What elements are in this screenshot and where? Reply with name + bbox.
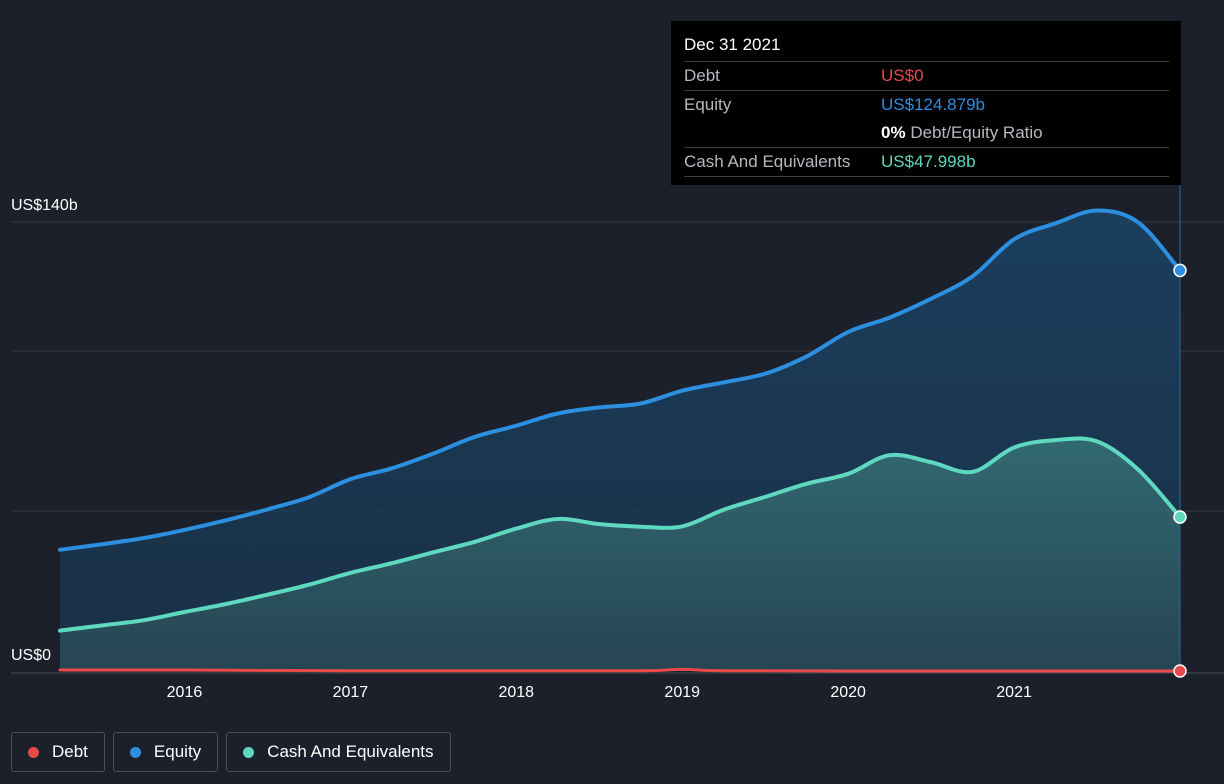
line-layer xyxy=(58,208,1182,673)
marker-layer xyxy=(1173,263,1187,678)
debt-line xyxy=(58,667,1182,673)
legend-item-equity[interactable]: Equity xyxy=(112,732,219,772)
x-tick-label: 2017 xyxy=(333,684,369,701)
equity-marker xyxy=(1173,263,1187,278)
debt-marker xyxy=(1173,664,1187,678)
tooltip-cash-value: US$47.998b xyxy=(881,152,976,171)
debt-dot-icon xyxy=(28,746,39,758)
tooltip-ratio-label: Debt/Equity Ratio xyxy=(910,123,1043,142)
tooltip-cash-label: Cash And Equivalents xyxy=(684,152,851,171)
x-tick-label: 2016 xyxy=(167,684,203,701)
tooltip-ratio-value: 0% xyxy=(881,123,906,142)
cash-and-equivalents-area xyxy=(60,438,1180,671)
tooltip-debt-label: Debt xyxy=(684,66,720,85)
tooltip-equity-label: Equity xyxy=(684,95,732,114)
legend-item-cash[interactable]: Cash And Equivalents xyxy=(226,732,451,772)
area-layer xyxy=(60,210,1180,671)
legend-label-cash: Cash And Equivalents xyxy=(267,742,434,761)
tooltip-row-cash: Cash And Equivalents US$47.998b xyxy=(684,148,1169,177)
y-axis-bottom-label: US$0 xyxy=(11,647,51,664)
equity-dot-icon xyxy=(129,746,141,758)
cash-and-equivalents-marker xyxy=(1173,510,1187,524)
tooltip-debt-value: US$0 xyxy=(881,66,924,85)
x-tick-label: 2021 xyxy=(996,684,1032,701)
tooltip: Dec 31 2021 Debt US$0 Equity US$124.879b… xyxy=(671,21,1181,185)
equity-line xyxy=(58,208,1182,552)
legend-item-debt[interactable]: Debt xyxy=(11,732,105,772)
cash-and-equivalents-line xyxy=(58,436,1182,633)
legend-label-equity: Equity xyxy=(153,742,202,761)
x-axis-ticks: 2016 2017 2018 2019 2020 2021 xyxy=(167,684,1032,701)
x-tick-label: 2019 xyxy=(664,684,700,701)
x-tick-label: 2018 xyxy=(498,684,534,701)
tooltip-date: Dec 31 2021 xyxy=(684,33,1169,62)
cash-dot-icon xyxy=(243,746,255,758)
legend: Debt Equity Cash And Equivalents xyxy=(11,732,451,772)
tooltip-row-ratio: 0% Debt/Equity Ratio xyxy=(684,119,1169,148)
x-tick-label: 2020 xyxy=(830,684,866,701)
tooltip-row-debt: Debt US$0 xyxy=(684,62,1169,91)
tooltip-equity-value: US$124.879b xyxy=(881,95,985,114)
legend-label-debt: Debt xyxy=(52,742,88,761)
y-axis-top-label: US$140b xyxy=(11,197,78,214)
tooltip-row-equity: Equity US$124.879b xyxy=(684,91,1169,119)
